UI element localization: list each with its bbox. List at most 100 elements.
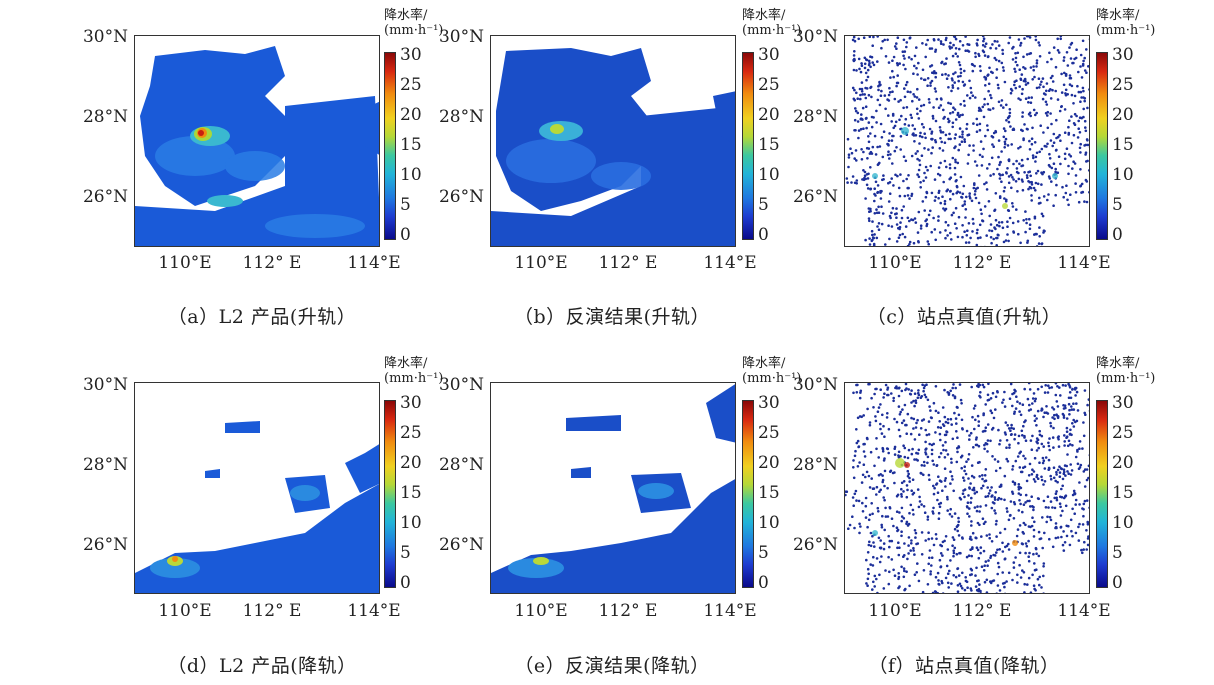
station-point <box>926 461 929 465</box>
station-point <box>914 536 917 539</box>
station-point <box>858 461 861 464</box>
station-point <box>951 84 954 87</box>
station-point <box>1070 141 1074 145</box>
station-point <box>939 426 943 429</box>
station-point <box>905 522 908 525</box>
station-point <box>979 236 982 239</box>
station-point <box>1066 198 1069 202</box>
station-point <box>993 502 996 505</box>
station-point <box>892 184 895 187</box>
station-point <box>963 69 966 73</box>
station-point <box>915 66 918 70</box>
station-point <box>905 432 908 435</box>
station-point <box>1062 472 1066 476</box>
station-point <box>873 134 877 138</box>
station-point <box>894 120 898 124</box>
station-point <box>905 423 908 427</box>
station-point <box>974 418 977 422</box>
station-point <box>1038 55 1042 58</box>
station-point <box>980 212 983 216</box>
station-point <box>951 121 955 125</box>
station-point <box>954 158 957 162</box>
station-point <box>1033 399 1037 403</box>
station-point <box>938 126 942 129</box>
station-point <box>946 509 949 512</box>
station-point <box>878 490 881 493</box>
station-point <box>982 39 985 43</box>
station-point <box>867 135 870 138</box>
station-point <box>881 450 885 453</box>
station-point <box>1038 575 1041 579</box>
station-point <box>1051 144 1054 148</box>
station-point <box>925 383 928 386</box>
station-point <box>1083 69 1087 72</box>
station-point <box>1025 221 1028 225</box>
station-point <box>967 477 970 480</box>
station-point <box>929 572 932 576</box>
station-point <box>1074 191 1078 194</box>
station-point <box>880 432 884 435</box>
station-point <box>1062 549 1066 552</box>
station-point <box>873 545 876 548</box>
station-point <box>926 398 930 402</box>
station-point <box>897 100 900 103</box>
station-point <box>929 209 932 213</box>
station-point <box>1019 241 1022 245</box>
station-point <box>989 223 993 226</box>
station-point <box>1034 181 1038 185</box>
station-point <box>950 423 953 426</box>
station-point <box>1073 492 1077 496</box>
station-point <box>898 511 901 514</box>
station-point <box>887 224 890 227</box>
station-point <box>1005 171 1008 174</box>
station-point <box>1056 405 1060 408</box>
station-point <box>1069 518 1073 522</box>
station-point <box>1040 475 1043 479</box>
station-point <box>864 105 868 108</box>
station-point <box>1044 506 1048 509</box>
station-point <box>872 63 876 67</box>
station-point <box>990 540 994 543</box>
station-point <box>1062 56 1066 59</box>
station-point <box>907 536 911 539</box>
station-point <box>1003 585 1006 589</box>
station-point <box>902 480 906 483</box>
station-point <box>979 505 982 508</box>
station-point <box>1000 497 1003 501</box>
station-point <box>965 460 968 463</box>
station-point <box>923 147 926 150</box>
station-point <box>862 36 866 39</box>
station-point <box>954 417 958 420</box>
station-point <box>930 79 934 83</box>
station-point <box>867 207 871 210</box>
station-point <box>872 242 876 246</box>
station-point <box>907 56 911 59</box>
station-point <box>853 157 856 160</box>
station-point <box>1003 557 1007 561</box>
station-point <box>1007 571 1011 575</box>
station-point <box>1003 146 1006 149</box>
station-point <box>893 124 897 128</box>
station-point <box>986 423 990 426</box>
station-point <box>882 424 885 428</box>
station-point <box>985 181 988 184</box>
station-point <box>902 179 905 183</box>
station-point <box>905 495 909 499</box>
colorbar-tick: 0 <box>1112 225 1123 245</box>
station-point <box>897 572 900 575</box>
station-point <box>1067 472 1070 475</box>
station-point <box>1002 203 1008 209</box>
colorbar-tick: 25 <box>400 75 422 95</box>
station-point <box>873 392 876 396</box>
station-point <box>1085 160 1088 163</box>
station-point <box>982 147 985 151</box>
station-point <box>966 512 969 515</box>
station-point <box>941 489 944 492</box>
station-point <box>938 432 942 436</box>
station-point <box>988 229 991 232</box>
station-point <box>1030 194 1033 197</box>
station-point <box>947 86 950 89</box>
station-point <box>971 94 975 97</box>
station-point <box>984 42 988 45</box>
station-point <box>875 121 878 124</box>
